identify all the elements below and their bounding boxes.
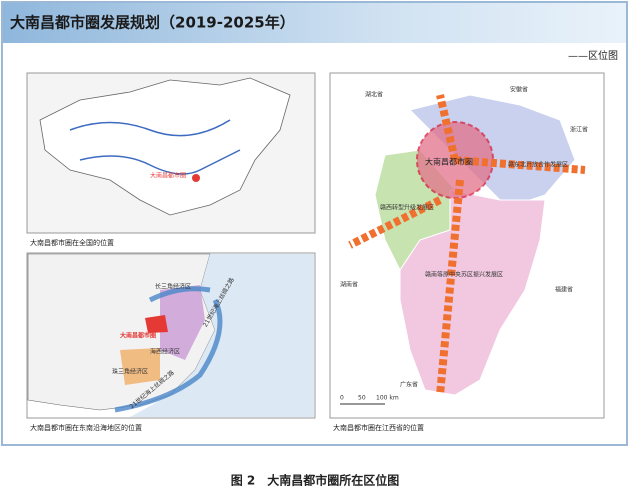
map-label: 大南昌都市圈 bbox=[150, 172, 186, 180]
map-label: 海西经济区 bbox=[150, 348, 180, 356]
scale-label: 100 km bbox=[376, 395, 399, 402]
map-label: 大南昌都市圈 bbox=[425, 157, 473, 167]
map-label: 赣西转型升级发展区 bbox=[380, 204, 434, 212]
map-label: 浙江省 bbox=[570, 126, 588, 134]
header-subtitle: ——区位图 bbox=[568, 49, 618, 62]
map-label: 赣南等原中央苏区振兴发展区 bbox=[425, 271, 503, 279]
panel-caption: 大南昌都市圈在江西省的位置 bbox=[333, 423, 424, 432]
panel-caption: 大南昌都市圈在东南沿海地区的位置 bbox=[30, 423, 142, 432]
header-title: 大南昌都市圈发展规划（2019-2025年） bbox=[10, 14, 295, 32]
map-label: 赣东北开放合作发展区 bbox=[508, 161, 568, 169]
arrow bbox=[114, 298, 223, 413]
map-label: 珠三角经济区 bbox=[112, 368, 148, 376]
river bbox=[79, 149, 241, 175]
region-mark bbox=[192, 174, 200, 182]
region-shape bbox=[120, 348, 160, 385]
map-label: 湖北省 bbox=[365, 91, 383, 99]
map-label: 福建省 bbox=[555, 286, 573, 294]
country-shape bbox=[39, 77, 291, 216]
region-mark bbox=[145, 315, 168, 333]
scale-label: 0 bbox=[340, 395, 344, 402]
header-bar bbox=[3, 3, 626, 43]
map-label: 广东省 bbox=[400, 381, 418, 389]
panel-caption: 大南昌都市圈在全国的位置 bbox=[30, 238, 114, 247]
region-shape bbox=[160, 285, 205, 360]
corridor-arrows bbox=[348, 94, 586, 396]
map-label: 安徽省 bbox=[510, 86, 528, 94]
sea bbox=[130, 254, 314, 417]
map-label: 湖南省 bbox=[340, 281, 358, 289]
figure-caption: 图 2 大南昌都市圈所在区位图 bbox=[231, 473, 400, 488]
map-label: 长三角经济区 bbox=[155, 283, 191, 291]
arrow bbox=[148, 286, 211, 303]
map-label: 大南昌都市圈 bbox=[120, 332, 156, 340]
scale-label: 50 bbox=[358, 395, 366, 402]
region-shape bbox=[399, 189, 546, 396]
river bbox=[69, 119, 231, 137]
